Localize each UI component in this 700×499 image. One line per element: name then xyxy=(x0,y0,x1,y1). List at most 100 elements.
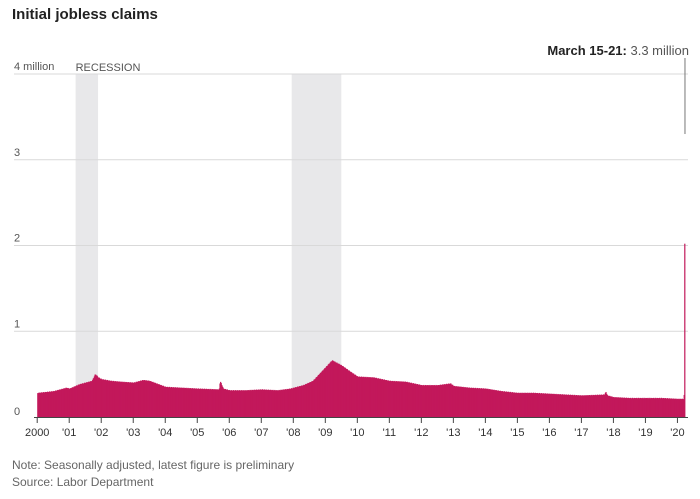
claims-bar xyxy=(95,374,97,417)
claims-bar xyxy=(507,391,509,417)
claims-bar xyxy=(170,387,172,417)
claims-bar xyxy=(236,390,238,417)
footnote: Note: Seasonally adjusted, latest figure… xyxy=(12,457,294,491)
claims-bar xyxy=(594,394,597,417)
claims-bar xyxy=(550,394,552,417)
claims-bar xyxy=(218,389,220,417)
claims-bar xyxy=(247,390,249,417)
claims-bar xyxy=(141,380,143,417)
recession-label: RECESSION xyxy=(76,62,141,74)
claims-bar xyxy=(439,384,442,417)
claims-bar xyxy=(171,387,173,417)
claims-bar xyxy=(309,382,312,417)
claims-bar xyxy=(125,382,128,417)
claims-bar xyxy=(614,397,616,417)
claims-bar xyxy=(445,384,447,417)
claims-bar xyxy=(276,390,278,417)
claims-bar xyxy=(124,382,126,417)
claims-bar xyxy=(288,388,291,417)
claims-bar xyxy=(674,398,677,417)
claims-bar xyxy=(325,367,327,417)
claims-bar xyxy=(545,393,547,417)
claims-bar xyxy=(160,384,162,417)
claims-bar xyxy=(637,398,639,417)
claims-bar xyxy=(194,388,196,417)
claims-bar xyxy=(369,377,371,417)
claims-bar xyxy=(613,396,615,417)
claims-bar xyxy=(541,393,543,417)
claims-bar xyxy=(240,390,243,417)
claims-bar xyxy=(205,389,207,417)
claims-bar xyxy=(538,392,541,417)
claims-bar xyxy=(293,388,296,417)
claims-bar xyxy=(566,395,568,417)
claims-bar xyxy=(636,397,638,417)
claims-bar xyxy=(517,393,519,417)
claims-bar xyxy=(48,391,50,417)
y-tick-label: 3 xyxy=(14,147,20,159)
claims-bar xyxy=(45,392,48,417)
claims-bar xyxy=(223,388,225,417)
claims-bar xyxy=(308,383,310,417)
claims-bar xyxy=(492,390,494,417)
claims-bar xyxy=(659,398,661,417)
claims-bar xyxy=(614,397,616,417)
x-tick-label: '01 xyxy=(62,427,76,439)
claims-bar xyxy=(239,390,241,417)
claims-bar xyxy=(157,384,159,417)
claims-bar xyxy=(354,374,357,417)
claims-bar xyxy=(439,384,441,417)
claims-bar xyxy=(231,390,233,417)
claims-bar xyxy=(298,386,300,417)
claims-bar xyxy=(213,389,216,417)
claims-bar xyxy=(87,382,89,417)
claims-bar xyxy=(599,395,602,417)
claims-bar xyxy=(44,391,46,417)
claims-bar xyxy=(96,376,99,417)
claims-bar xyxy=(260,389,262,417)
claims-bar xyxy=(665,398,667,417)
claims-bar xyxy=(668,398,671,417)
claims-bar xyxy=(574,394,576,417)
claims-bar xyxy=(340,364,342,417)
claims-bar xyxy=(426,385,428,417)
claims-bar xyxy=(394,381,397,417)
claims-bar xyxy=(584,395,586,417)
claims-bar xyxy=(460,386,462,417)
claims-bar xyxy=(671,398,674,417)
claims-bar xyxy=(404,381,406,417)
claims-bar xyxy=(62,389,64,417)
claims-bar xyxy=(480,388,482,417)
claims-bar xyxy=(189,388,191,417)
claims-bar xyxy=(650,397,652,417)
claims-bar xyxy=(591,395,593,417)
claims-bar xyxy=(649,398,651,417)
claims-bar xyxy=(633,398,635,417)
claims-bar xyxy=(125,381,127,417)
claims-bar xyxy=(229,390,231,417)
claims-bar xyxy=(277,390,279,417)
claims-bar xyxy=(682,399,685,417)
claims-bar xyxy=(487,389,490,417)
claims-bar xyxy=(295,387,297,417)
claims-bar xyxy=(247,390,249,417)
claims-bar xyxy=(91,381,93,417)
claims-bar xyxy=(543,393,545,417)
claims-bar xyxy=(647,398,650,417)
claims-bar xyxy=(533,393,535,417)
x-tick-label: '08 xyxy=(286,427,300,439)
claims-bar xyxy=(140,380,142,417)
claims-bar xyxy=(527,393,529,417)
claims-bar xyxy=(498,390,500,417)
claims-bar xyxy=(153,382,155,417)
claims-bar xyxy=(410,382,413,417)
claims-bar xyxy=(572,395,574,417)
claims-bar xyxy=(333,361,336,417)
claims-bar xyxy=(285,389,287,417)
claims-bar xyxy=(656,397,658,417)
claims-bar xyxy=(604,392,606,417)
claims-bar xyxy=(210,388,212,417)
claims-bar xyxy=(469,388,471,417)
claims-bar xyxy=(490,389,492,417)
claims-bar xyxy=(296,386,299,417)
